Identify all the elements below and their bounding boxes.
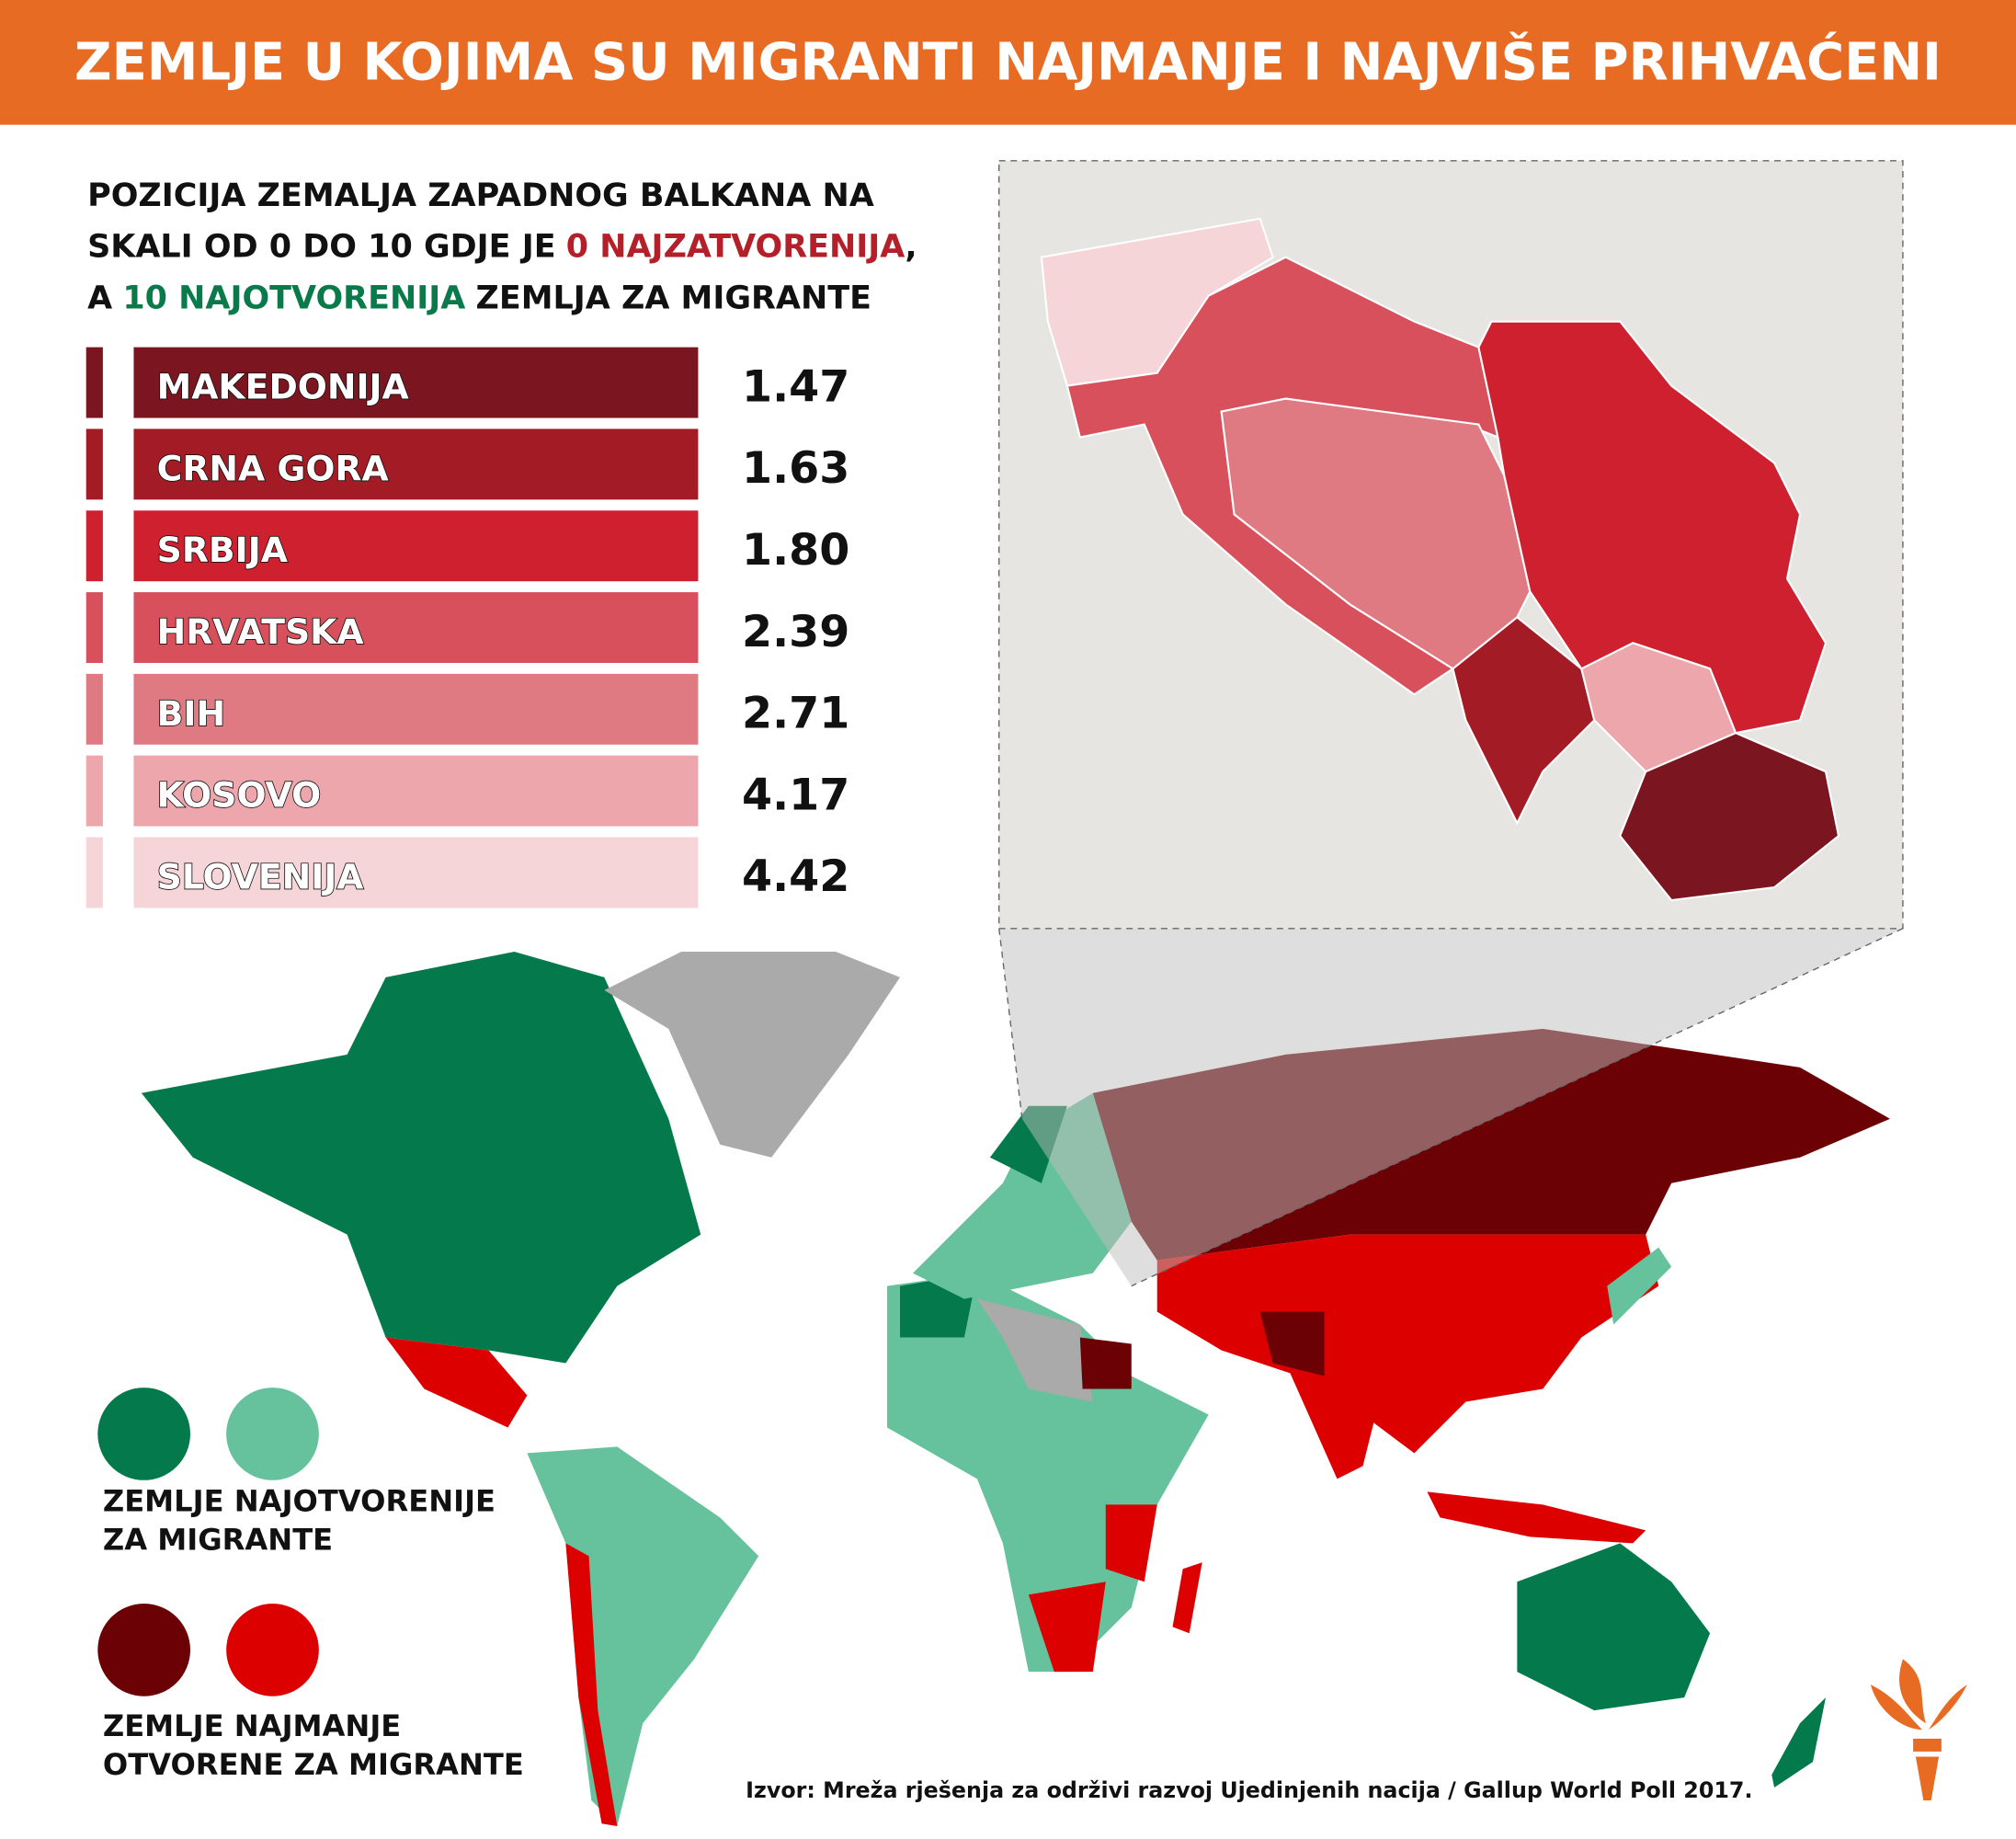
australia — [1517, 1543, 1711, 1711]
egypt — [1079, 1337, 1132, 1389]
row-name: CRNA GORA — [157, 448, 390, 488]
montenegro — [1452, 615, 1596, 826]
macedonia — [1619, 732, 1840, 902]
chile — [565, 1543, 618, 1827]
zoom-line — [998, 928, 1023, 1119]
south-africa — [1028, 1582, 1106, 1673]
logo-torch — [1915, 1756, 1940, 1801]
row-tab — [85, 592, 103, 663]
new-zealand — [1771, 1697, 1827, 1788]
row-tab — [85, 673, 103, 745]
balkan-map — [1040, 217, 1840, 902]
legend-label: ZEMLJE NAJOTVORENIJE — [103, 1483, 495, 1518]
row-box — [133, 837, 699, 908]
ranking-table: MAKEDONIJA 1.47 CRNA GORA 1.63 SRBIJA 1.80 HRV… — [85, 347, 849, 908]
logo-flame — [1928, 1685, 1967, 1730]
zoom-wedge — [998, 928, 1903, 1286]
subtitle-segment: POZICIJA ZEMALJA ZAPADNOG BALKANA NA — [87, 177, 874, 214]
india — [1285, 1363, 1389, 1479]
serbia — [1477, 320, 1828, 735]
row-value: 2.39 — [742, 607, 849, 657]
row-tab — [85, 428, 103, 500]
subtitle-segment: ZEMLJA ZA MIGRANTE — [475, 280, 871, 317]
row-box — [133, 510, 699, 582]
logo — [1870, 1659, 1967, 1801]
row-tab — [85, 510, 103, 582]
row-tab — [85, 837, 103, 908]
row-value: 4.42 — [742, 851, 849, 902]
logo-torch — [1913, 1738, 1942, 1752]
source: Izvor: Mreža rješenja za održivi razvoj … — [746, 1777, 1752, 1803]
row-value: 2.71 — [742, 689, 849, 739]
subtitle-segment: SKALI OD 0 DO 10 GDJE JE — [87, 229, 555, 266]
mexico — [385, 1337, 528, 1428]
north-america — [141, 951, 701, 1364]
row-name: HRVATSKA — [157, 611, 365, 652]
row-box — [133, 755, 699, 827]
zoom-line — [1131, 928, 1904, 1287]
title: ZEMLJE U KOJIMA SU MIGRANTI NAJMANJE I N… — [74, 33, 1942, 93]
row-name: BIH — [157, 693, 225, 734]
legend-label: ZEMLJE NAJMANJE — [103, 1708, 401, 1743]
row-name: KOSOVO — [157, 775, 322, 816]
afghanistan — [1259, 1311, 1325, 1376]
legend-swatch — [97, 1604, 190, 1696]
legend-swatch — [226, 1604, 319, 1696]
row-box — [133, 592, 699, 663]
madagascar — [1172, 1562, 1202, 1634]
legend-label: OTVORENE ZA MIGRANTE — [103, 1747, 524, 1782]
row-tab — [85, 755, 103, 827]
africa-grey — [976, 1298, 1093, 1402]
legend-swatch — [97, 1388, 190, 1480]
row-value: 1.80 — [742, 525, 849, 576]
asia — [1156, 1234, 1659, 1454]
east-africa — [1105, 1504, 1157, 1582]
logo-flame — [1870, 1685, 1922, 1730]
legend-swatch — [226, 1388, 319, 1480]
subtitle: POZICIJA ZEMALJA ZAPADNOG BALKANA NA SKAL… — [87, 177, 917, 317]
row-value: 4.17 — [742, 770, 849, 820]
japan — [1607, 1247, 1672, 1325]
subtitle-segment: , — [905, 229, 917, 266]
indonesia — [1427, 1491, 1646, 1544]
subtitle-segment: 10 NAJOTVORENIJA — [122, 280, 465, 317]
row-value: 1.47 — [742, 361, 849, 412]
greenland — [604, 951, 901, 1158]
row-value: 1.63 — [742, 443, 849, 494]
row-name: SLOVENIJA — [157, 856, 365, 897]
world-map — [141, 928, 1904, 1827]
row-box — [133, 347, 699, 418]
row-box — [133, 673, 699, 745]
header-bar — [0, 0, 2016, 125]
row-name: SRBIJA — [157, 530, 289, 570]
row-name: MAKEDONIJA — [157, 367, 410, 407]
bih — [1220, 397, 1532, 670]
subtitle-segment: A — [87, 280, 112, 317]
subtitle-segment: 0 NAJZATVORENIJA — [566, 229, 905, 266]
logo-flame — [1899, 1659, 1927, 1724]
row-box — [133, 428, 699, 500]
row-tab — [85, 347, 103, 418]
legend-label: ZA MIGRANTE — [103, 1522, 333, 1557]
